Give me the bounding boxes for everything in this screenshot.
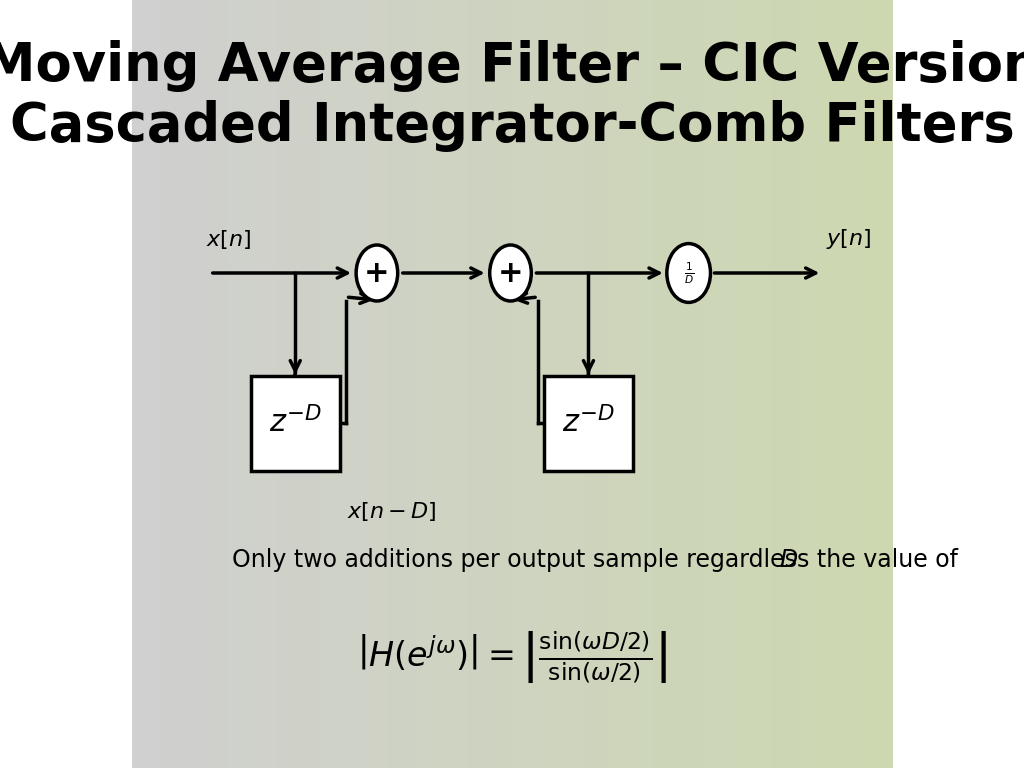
Text: +: + — [498, 259, 523, 287]
Text: Only two additions per output sample regardless the value of: Only two additions per output sample reg… — [232, 548, 966, 572]
Bar — [544, 376, 633, 471]
Text: $y[n]$: $y[n]$ — [826, 227, 871, 251]
Text: $\frac{1}{D}$: $\frac{1}{D}$ — [684, 260, 694, 286]
Text: $\left|H(e^{j\omega})\right| = \left|\frac{\sin(\omega D/2)}{\sin(\omega/2)}\rig: $\left|H(e^{j\omega})\right| = \left|\fr… — [357, 630, 667, 687]
Bar — [251, 376, 340, 471]
Text: +: + — [365, 259, 390, 287]
Circle shape — [356, 245, 397, 301]
Text: Moving Average Filter – CIC Version: Moving Average Filter – CIC Version — [0, 40, 1024, 92]
Text: $z^{-D}$: $z^{-D}$ — [562, 407, 614, 439]
Text: Cascaded Integrator-Comb Filters: Cascaded Integrator-Comb Filters — [9, 100, 1015, 152]
Circle shape — [667, 243, 711, 303]
Text: $z^{-D}$: $z^{-D}$ — [269, 407, 322, 439]
Circle shape — [489, 245, 531, 301]
Text: $x[n-D]$: $x[n-D]$ — [347, 500, 436, 523]
Text: $D$: $D$ — [779, 548, 799, 572]
Text: $x[n]$: $x[n]$ — [206, 228, 252, 251]
